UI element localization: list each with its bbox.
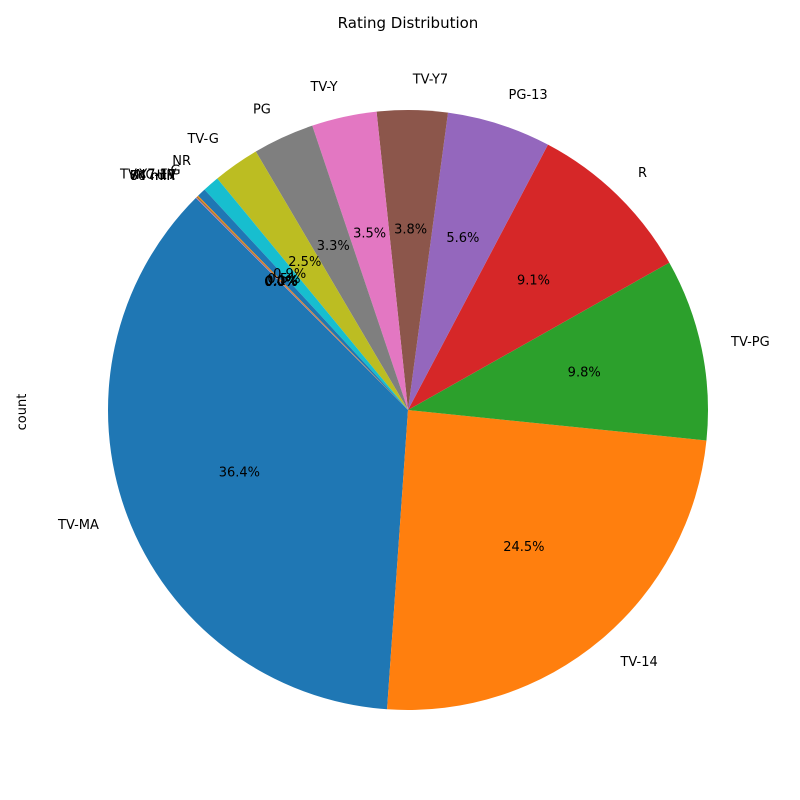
pie-slice-tv-g: [217, 151, 408, 410]
slice-percent-label: 0.5%: [267, 272, 300, 287]
slice-label: TV-PG: [730, 335, 770, 350]
slice-percent-label: 3.3%: [317, 239, 350, 254]
pie-slice-pg: [255, 125, 408, 410]
pie-slice-ur: [196, 197, 408, 410]
slice-percent-label: 0.0%: [265, 275, 298, 290]
y-axis-label: count: [15, 394, 30, 431]
slice-label: NC-17: [136, 168, 176, 183]
slice-percent-label: 0.0%: [264, 275, 297, 290]
slice-percent-label: 3.5%: [353, 227, 386, 242]
slice-label: TV-Y7-FV: [119, 167, 177, 182]
slice-percent-label: 24.5%: [503, 540, 544, 555]
slice-percent-label: 36.4%: [219, 466, 260, 481]
pie-slice-tv-y7: [376, 110, 448, 411]
pie-slice-nc-17: [196, 196, 408, 410]
slice-percent-label: 0.0%: [265, 275, 298, 290]
slice-percent-label: 0.0%: [264, 275, 297, 290]
slice-percent-label: 0.9%: [273, 267, 306, 282]
slice-percent-label: 9.1%: [517, 273, 550, 288]
slice-label: TV-14: [619, 655, 657, 670]
pie-slice-66-min: [195, 197, 408, 410]
slice-percent-label: 9.8%: [568, 366, 601, 381]
pie-slice-84-min: [196, 197, 408, 410]
slice-percent-label: 3.8%: [394, 223, 427, 238]
pie-slice-nr: [204, 178, 408, 410]
pie-slice-pg-13: [408, 112, 548, 410]
slice-label: TV-G: [186, 132, 218, 147]
slice-label: NR: [172, 154, 191, 169]
slice-label: 84 min: [130, 169, 175, 184]
slice-label: TV-Y: [309, 80, 337, 95]
pie-slices: [108, 110, 709, 710]
slice-percent-label: 2.5%: [288, 255, 321, 270]
pie-slice-g: [198, 189, 408, 410]
pie-slice-tv-ma: [108, 197, 408, 710]
pie-slice-tv-y7-fv: [197, 195, 408, 410]
slice-percent-label: 5.6%: [446, 231, 479, 246]
slice-percent-label: 0.0%: [264, 275, 297, 290]
slice-label: G: [170, 163, 180, 178]
slice-label: UR: [157, 168, 176, 183]
slice-label: PG-13: [509, 88, 548, 103]
pie-slice-tv-14: [387, 410, 707, 710]
slice-label: 66 min: [130, 169, 175, 184]
slice-percent-label: 0.1%: [265, 274, 298, 289]
pie-slice-r: [408, 144, 670, 410]
slice-label: 74 min: [130, 169, 175, 184]
slice-label: TV-MA: [57, 518, 99, 533]
chart-title: Rating Distribution: [338, 14, 479, 32]
slice-label: TV-Y7: [412, 73, 448, 88]
pie-slice-tv-y: [312, 111, 408, 411]
pie-labels: TV-MA 36.4% TV-14 24.5% TV-PG 9.8% R 9.1% PG-13 5…: [57, 73, 770, 670]
slice-label: PG: [253, 102, 271, 117]
slice-label: R: [638, 166, 647, 181]
pie-slice-74-min: [196, 197, 408, 410]
pie-slice-tv-pg: [408, 262, 709, 441]
